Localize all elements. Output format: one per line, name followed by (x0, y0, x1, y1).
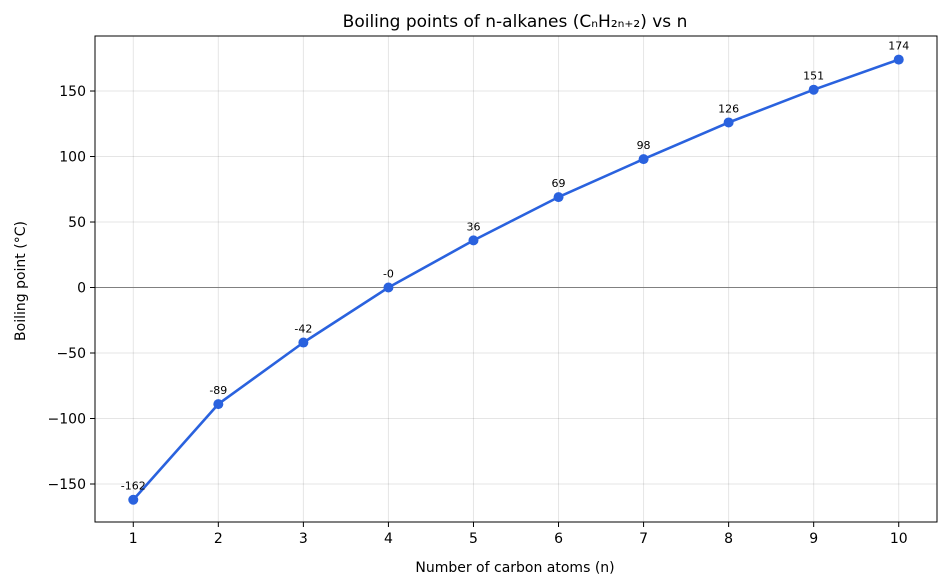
y-axis-label: Boiling point (°C) (13, 221, 29, 341)
chart-title: Boiling points of n-alkanes (CₙH₂ₙ₊₂) vs… (343, 12, 688, 32)
data-label: -89 (209, 384, 227, 397)
y-tick-label: 0 (77, 281, 86, 297)
y-tick-label: −50 (56, 346, 86, 362)
x-tick-label: 5 (469, 531, 478, 547)
x-tick-label: 10 (890, 531, 908, 547)
y-tick-label: 50 (68, 215, 86, 231)
data-label: 151 (803, 70, 824, 83)
x-tick-label: 3 (299, 531, 308, 547)
data-label: 98 (637, 139, 651, 152)
data-label: 69 (552, 177, 566, 190)
x-tick-label: 7 (639, 531, 648, 547)
data-point (468, 235, 479, 246)
data-label: 36 (466, 220, 480, 233)
data-label: 174 (888, 40, 909, 53)
data-point (808, 84, 819, 95)
data-point (893, 54, 904, 65)
x-tick-label: 6 (554, 531, 563, 547)
y-tick-label: −150 (48, 477, 86, 493)
series-line (132, 58, 900, 501)
axis-ticks: 1 2 3 4 5 6 7 8 9 10 −150 −100 −50 0 50 100 150 (48, 84, 908, 547)
y-tick-label: −100 (48, 412, 86, 428)
series-layer: -162 -89 -42 -0 36 69 98 126 151 174 (121, 40, 909, 505)
data-point (213, 399, 224, 410)
data-label: -42 (294, 323, 312, 336)
x-axis-label: Number of carbon atoms (n) (415, 560, 614, 576)
data-label: -0 (383, 268, 394, 281)
data-point (723, 117, 734, 128)
x-tick-label: 1 (129, 531, 138, 547)
data-point (128, 494, 139, 505)
data-label: -162 (121, 480, 146, 493)
data-point (298, 337, 309, 348)
y-tick-label: 150 (59, 84, 86, 100)
data-label: 126 (718, 102, 739, 115)
x-tick-label: 4 (384, 531, 393, 547)
x-tick-label: 2 (214, 531, 223, 547)
data-point (553, 192, 564, 203)
data-point (383, 282, 394, 293)
y-tick-label: 100 (59, 150, 86, 166)
x-tick-label: 8 (724, 531, 733, 547)
x-tick-label: 9 (809, 531, 818, 547)
data-point (638, 154, 649, 165)
plot-frame (94, 35, 938, 523)
